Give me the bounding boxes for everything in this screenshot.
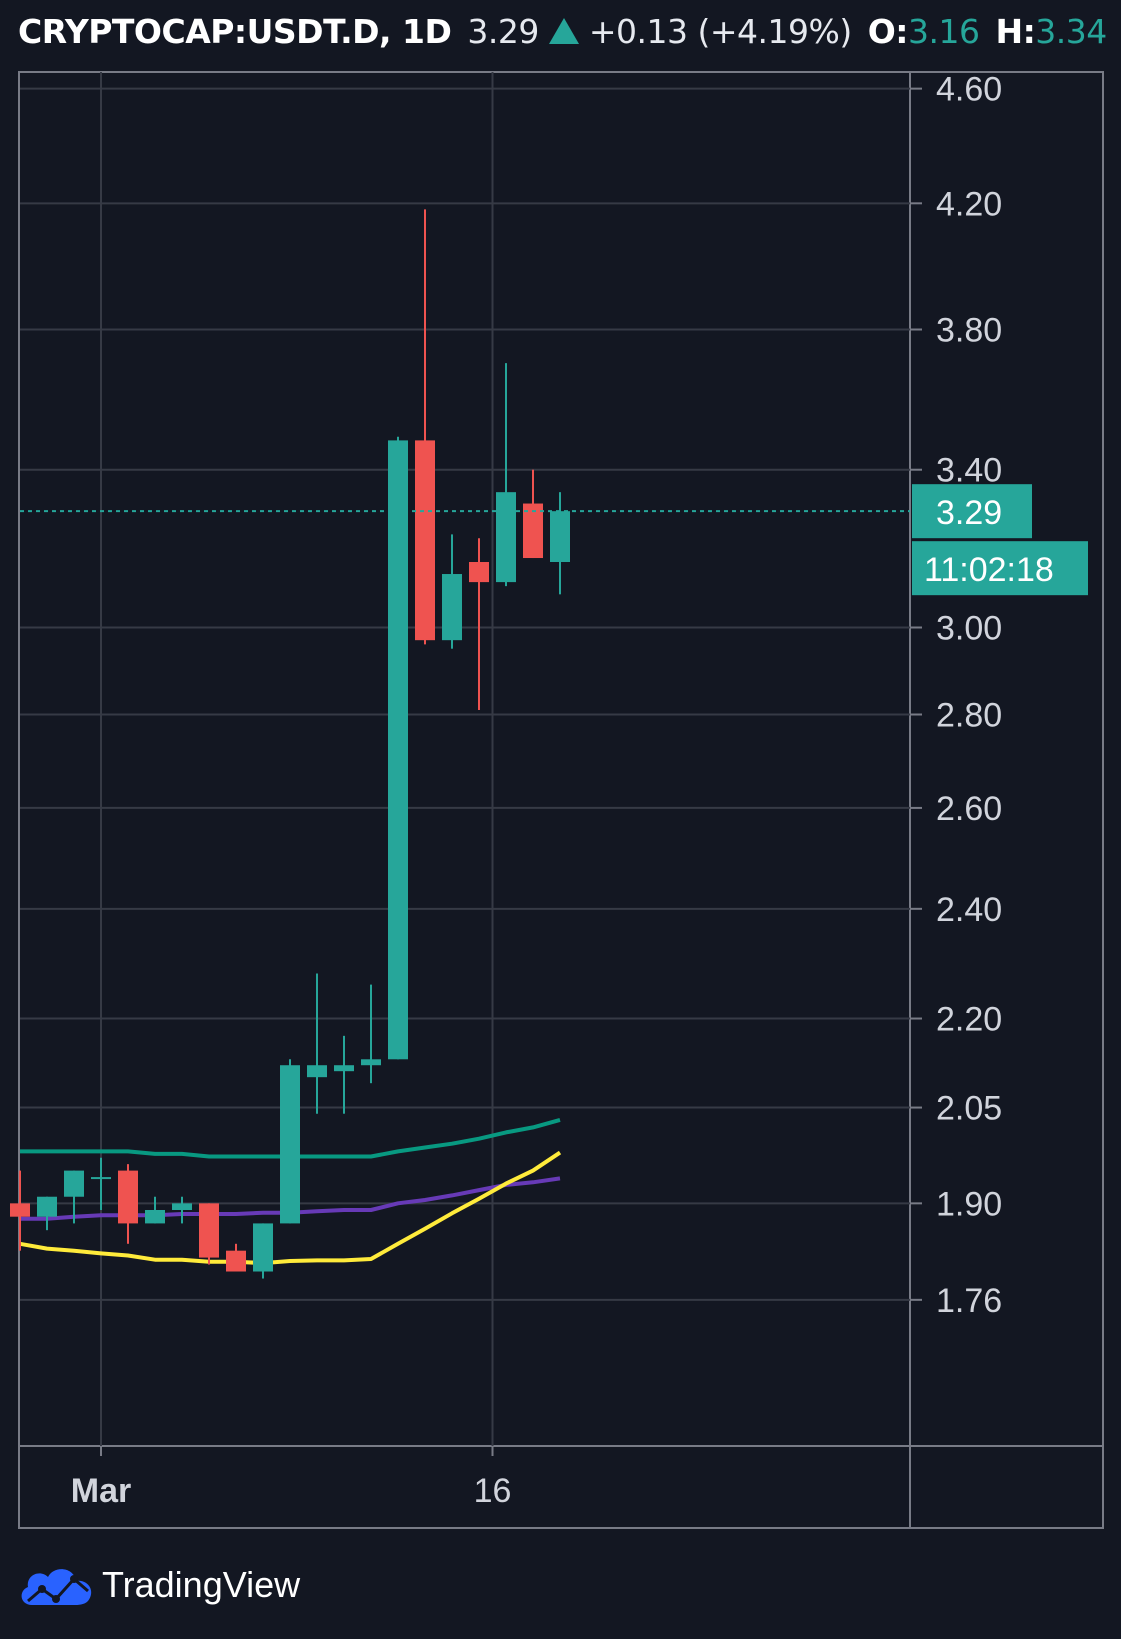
candle: [253, 1223, 273, 1279]
candle: [172, 1196, 192, 1224]
candle: [118, 1164, 138, 1244]
candle-body: [280, 1065, 300, 1224]
y-tick-label: 3.40: [936, 452, 1002, 490]
candle: [10, 1170, 30, 1251]
candle-body: [415, 440, 435, 641]
y-tick-label: 2.80: [936, 696, 1002, 734]
candle: [523, 469, 543, 559]
y-tick-label: 4.60: [936, 71, 1002, 109]
grid-lines: [18, 71, 1104, 1529]
y-tick-label: 1.90: [936, 1185, 1002, 1223]
candle: [550, 492, 570, 595]
last-price: 3.29: [467, 11, 539, 51]
y-tick-label: 3.00: [936, 610, 1002, 648]
y-tick-label: 3.80: [936, 311, 1002, 349]
brand-name: TradingView: [102, 1564, 301, 1605]
x-tick-label: Mar: [71, 1472, 131, 1510]
y-tick-label: 2.40: [936, 891, 1002, 929]
y-tick-label: 2.60: [936, 790, 1002, 828]
up-arrow-icon: [548, 18, 579, 44]
candle-body: [496, 492, 516, 583]
candle: [388, 436, 408, 1060]
y-tick-label: 2.20: [936, 1001, 1002, 1039]
candle: [469, 538, 489, 710]
tradingview-logo-icon: [21, 1569, 92, 1605]
candle-body: [523, 503, 543, 559]
last-price-tag: [912, 484, 1032, 539]
candle-body: [64, 1170, 84, 1197]
candle-body: [199, 1203, 219, 1258]
candle: [442, 534, 462, 649]
candle-body: [334, 1065, 354, 1072]
candle: [415, 209, 435, 645]
high-label: H:: [995, 11, 1036, 51]
y-tick-label: 4.20: [936, 185, 1002, 223]
candle-body: [118, 1170, 138, 1224]
ma-line-2: [19, 1150, 562, 1266]
candle-body: [226, 1250, 246, 1272]
tradingview-brand[interactable]: TradingView: [18, 1560, 300, 1610]
candle: [37, 1196, 57, 1231]
candle-body: [145, 1210, 165, 1224]
candle-body: [442, 574, 462, 641]
countdown-tag-text: 11:02:18: [924, 551, 1054, 589]
chart-frame: [18, 71, 1104, 1529]
candle: [199, 1203, 219, 1265]
candles: [10, 209, 570, 1279]
price-labels: 3.29 11:02:18: [20, 484, 1088, 596]
y-tick-label: 2.05: [936, 1090, 1002, 1128]
candle: [496, 363, 516, 587]
price-change: +0.13 (+4.19%): [588, 11, 852, 51]
last-price-tag-text: 3.29: [936, 494, 1002, 532]
candle-body: [550, 511, 570, 563]
chart-header: CRYPTOCAP:USDT.D, 1D 3.29 +0.13 (+4.19%)…: [18, 6, 1107, 56]
candle: [91, 1157, 111, 1211]
candle-body: [91, 1177, 111, 1180]
candle-body: [253, 1223, 273, 1272]
candle-body: [388, 440, 408, 1060]
time-axis: Mar 16: [71, 1446, 512, 1510]
x-tick-label: 16: [474, 1472, 512, 1510]
open-label: O:: [867, 11, 909, 51]
countdown-tag: [912, 541, 1088, 596]
price-axis: 4.60 4.20 3.80 3.40 3.00 2.80 2.60 2.40 2.20 2.05…: [910, 71, 1002, 1320]
candle-body: [361, 1059, 381, 1066]
candle: [64, 1170, 84, 1224]
candle-body: [37, 1196, 57, 1217]
candle: [145, 1196, 165, 1224]
candle-body: [10, 1203, 30, 1217]
y-tick-label: 1.76: [936, 1282, 1002, 1320]
high-value: 3.34: [1035, 11, 1107, 51]
candle: [226, 1243, 246, 1272]
candle: [307, 973, 327, 1114]
candle-body: [172, 1203, 192, 1211]
candle-body: [307, 1065, 327, 1078]
candle-body: [469, 562, 489, 583]
candle: [280, 1059, 300, 1224]
symbol-title: CRYPTOCAP:USDT.D, 1D: [18, 11, 452, 51]
candle: [361, 984, 381, 1084]
candle: [334, 1035, 354, 1114]
open-value: 3.16: [907, 11, 980, 51]
